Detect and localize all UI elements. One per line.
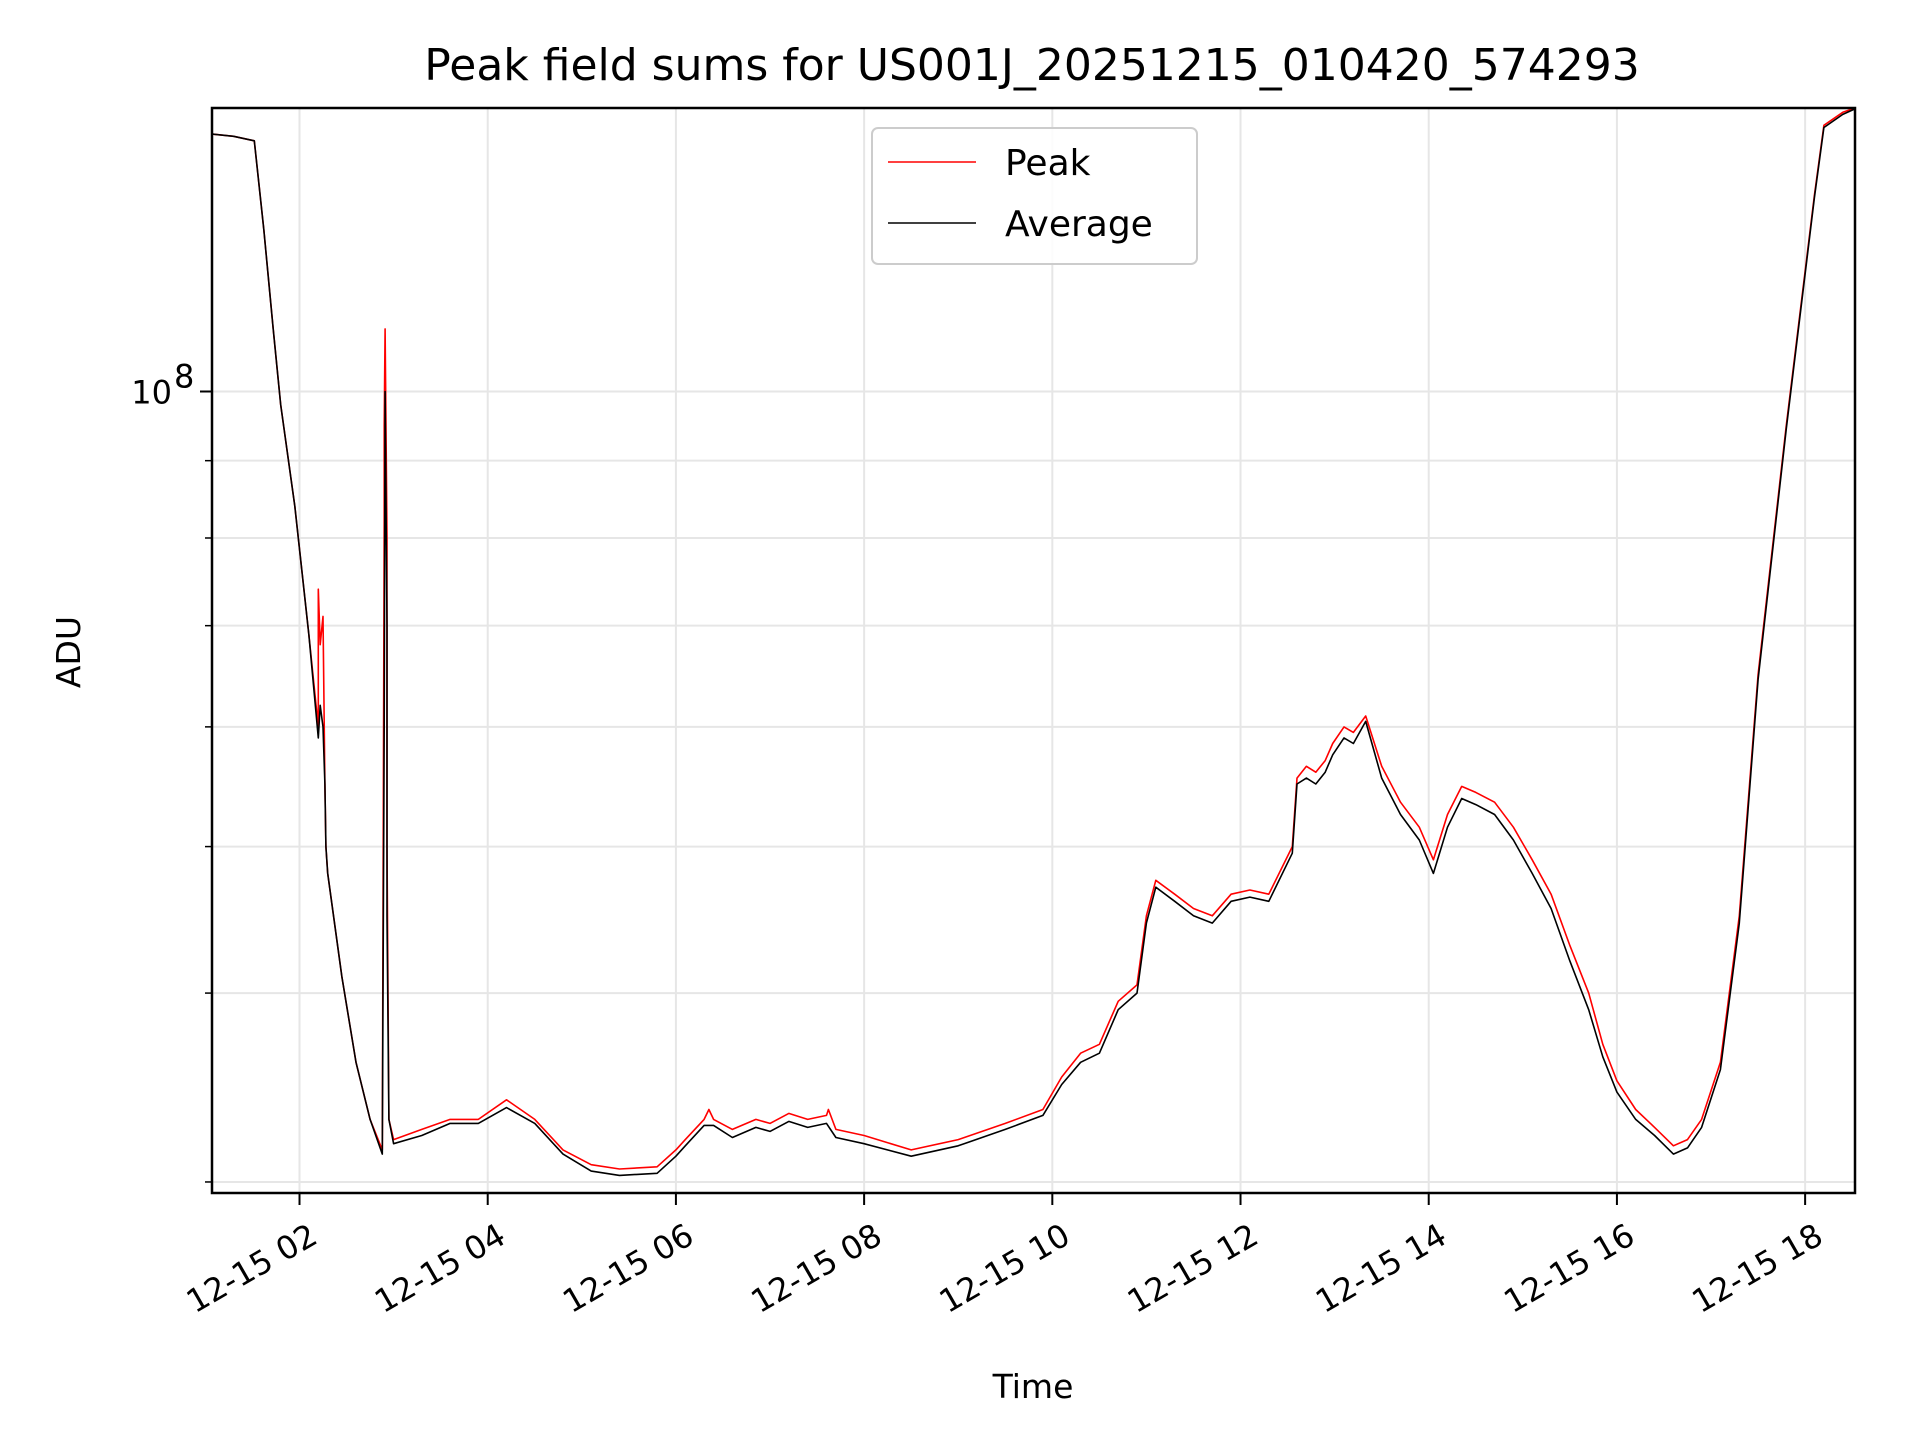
x-tick-label: 12-15 10 bbox=[933, 1216, 1077, 1321]
axes-frame bbox=[210, 106, 1857, 1195]
legend: Peak Average bbox=[871, 127, 1198, 265]
x-tick-label: 12-15 16 bbox=[1497, 1216, 1641, 1321]
legend-average-label: Average bbox=[1005, 204, 1153, 245]
plot-area bbox=[211, 107, 1856, 1177]
series-line-peak bbox=[211, 107, 1856, 1170]
y-axis-label: ADU bbox=[49, 616, 88, 688]
y-tick-label-exponent: 8 bbox=[174, 357, 194, 395]
x-tick-label: 12-15 14 bbox=[1309, 1216, 1453, 1321]
x-tick-label: 12-15 18 bbox=[1686, 1216, 1830, 1321]
x-tick-label: 12-15 08 bbox=[745, 1216, 889, 1321]
grid bbox=[212, 108, 1855, 1193]
legend-peak-label: Peak bbox=[1005, 143, 1091, 184]
series-line-average bbox=[211, 108, 1856, 1177]
x-tick-label: 12-15 02 bbox=[180, 1216, 324, 1321]
y-tick-label: 10 bbox=[131, 373, 172, 411]
x-tick-label: 12-15 04 bbox=[368, 1216, 512, 1321]
chart-title: Peak field sums for US001J_20251215_0104… bbox=[424, 40, 1639, 91]
x-axis-label: Time bbox=[992, 1367, 1074, 1406]
x-tick-label: 12-15 12 bbox=[1121, 1216, 1265, 1321]
x-tick-label: 12-15 06 bbox=[556, 1216, 700, 1321]
